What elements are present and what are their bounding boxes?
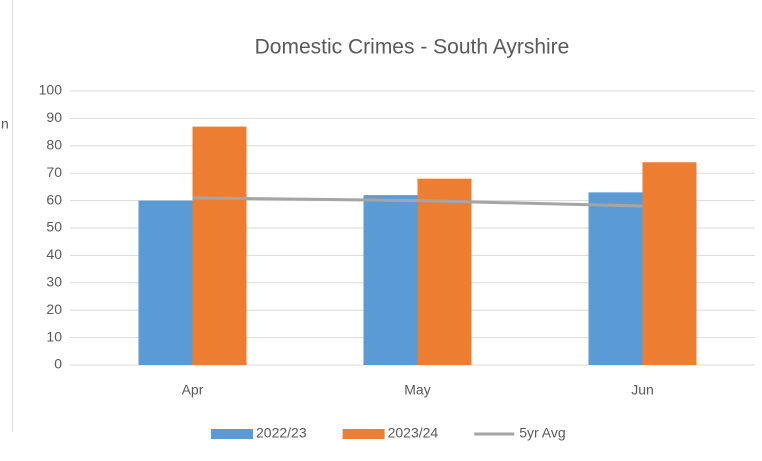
x-tick-label: Jun (631, 382, 654, 398)
y-tick-label: 10 (46, 328, 62, 344)
y-tick-label: 0 (54, 356, 62, 372)
y-tick-label: 40 (46, 246, 62, 262)
legend-swatch (211, 429, 253, 439)
y-tick-label: 50 (46, 219, 62, 235)
bar (642, 162, 697, 365)
legend-label: 5yr Avg (519, 425, 565, 441)
bar (192, 126, 247, 366)
x-tick-label: May (404, 382, 430, 398)
bar (138, 200, 193, 365)
legend-label: 2022/23 (256, 425, 307, 441)
y-tick-label: 90 (46, 109, 62, 125)
bar (588, 192, 643, 365)
legend-swatch (342, 429, 385, 439)
y-tick-label: 20 (46, 301, 62, 317)
x-tick-label: Apr (182, 382, 204, 398)
legend-label: 2023/24 (388, 425, 439, 441)
y-tick-label: 100 (39, 82, 63, 98)
line-series (192, 196, 643, 208)
bar (417, 178, 472, 365)
y-tick-label: 80 (46, 137, 62, 153)
y-tick-label: 60 (46, 191, 62, 207)
chart-title: Domestic Crimes - South Ayrshire (255, 36, 570, 59)
clipped-text: n (1, 116, 9, 132)
bar (363, 195, 418, 365)
y-tick-label: 70 (46, 164, 62, 180)
y-tick-label: 30 (46, 274, 62, 290)
